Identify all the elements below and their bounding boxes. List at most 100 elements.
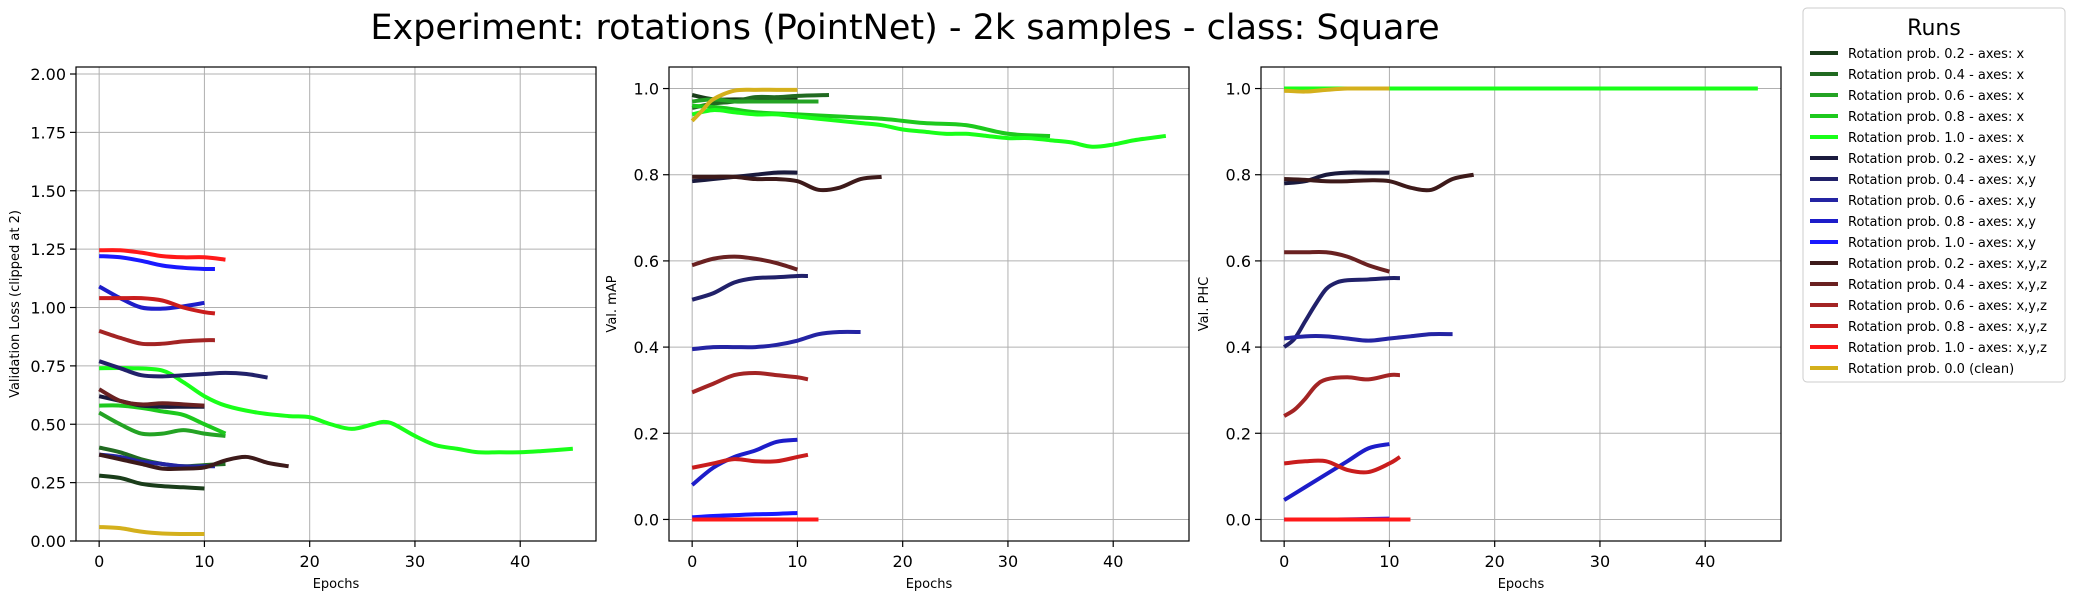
legend-entry-rotation-prob-1-0-axes-x-y-z: Rotation prob. 1.0 - axes: x,y,z [1848, 341, 2047, 356]
legend-entry-rotation-prob-0-8-axes-x-y-z: Rotation prob. 0.8 - axes: x,y,z [1848, 320, 2047, 335]
x-tick-label: 20 [1485, 552, 1505, 571]
y-tick-label: 1.25 [30, 240, 66, 259]
series-line-rotation-prob-0-4-axes-x-y [691, 273, 808, 302]
y-tick-label: 2.00 [30, 65, 66, 84]
series-line-rotation-prob-0-4-axes-x [691, 93, 830, 110]
series-line-rotation-prob-0-4-axes-x-y-z [691, 254, 799, 272]
series-line-rotation-prob-0-6-axes-x-y [98, 452, 215, 469]
subplot-phc: 0 10 20 30 40 0.0 0.2 0.4 0.6 0.8 1.0 Epochs Val. PH… [1197, 66, 1782, 592]
legend-entry-rotation-prob-0-4-axes-x-y: Rotation prob. 0.4 - axes: x,y [1848, 173, 2036, 188]
subplot-loss: 0 10 20 30 40 0.00 0.25 0.50 0.75 1.00 1.25 1.50 1.7… [8, 65, 597, 592]
legend-entry-rotation-prob-0-4-axes-x: Rotation prob. 0.4 - axes: x [1848, 68, 2024, 83]
legend-entry-rotation-prob-1-0-axes-x: Rotation prob. 1.0 - axes: x [1848, 131, 2024, 146]
legend-box [1802, 7, 2066, 383]
series-line-rotation-prob-0-6-axes-x-y [691, 329, 861, 352]
series-line-rotation-prob-0-8-axes-x-y-z [691, 452, 809, 470]
series-line-rotation-prob-0-2-axes-x-y-z [1284, 172, 1475, 193]
axes-frame [1260, 66, 1782, 542]
y-tick-label: 0.4 [1226, 338, 1251, 357]
legend-entry-rotation-prob-0-8-axes-x-y: Rotation prob. 0.8 - axes: x,y [1848, 215, 2036, 230]
series-line-rotation-prob-1-0-axes-x [99, 366, 573, 455]
series-line-rotation-prob-0-6-axes-x [98, 410, 226, 438]
series-line-rotation-prob-0-0-clean [1284, 86, 1390, 94]
y-tick-label: 0.0 [1226, 510, 1251, 529]
series-line-rotation-prob-0-8-axes-x-y [1283, 442, 1390, 502]
y-tick-label: 0.25 [30, 474, 66, 493]
y-axis-label: Val. PHC [1197, 277, 1212, 331]
series-line-rotation-prob-0-8-axes-x [692, 103, 1051, 138]
y-tick-label: 0.50 [30, 415, 66, 434]
x-tick-label: 30 [1590, 552, 1610, 571]
legend-entry-rotation-prob-0-2-axes-x: Rotation prob. 0.2 - axes: x [1848, 47, 2024, 62]
series-line-rotation-prob-0-0-clean [99, 524, 205, 537]
series-line-rotation-prob-0-8-axes-x-y-z [1283, 455, 1402, 475]
series-line-rotation-prob-0-6-axes-x-y-z [1283, 372, 1401, 418]
x-tick-label: 20 [893, 552, 913, 571]
x-tick-label: 10 [1379, 552, 1399, 571]
legend: Runs Rotation prob. 0.2 - axes: x Rotation… [1802, 7, 2066, 383]
x-tick-label: 0 [94, 552, 104, 571]
x-tick-label: 30 [405, 552, 425, 571]
y-tick-label: 0.2 [634, 424, 659, 443]
y-tick-label: 0.8 [634, 166, 659, 185]
y-tick-label: 0.8 [1226, 166, 1251, 185]
legend-entry-rotation-prob-0-2-axes-x-y-z: Rotation prob. 0.2 - axes: x,y,z [1848, 257, 2047, 272]
legend-title: Runs [1907, 16, 1961, 41]
y-tick-label: 0.0 [634, 510, 659, 529]
x-tick-label: 40 [510, 552, 530, 571]
series-line-rotation-prob-0-6-axes-x-y-z [691, 370, 809, 395]
y-axis-label: Validation Loss (clipped at 2) [8, 210, 23, 398]
series-line-rotation-prob-1-0-axes-x-y-z [99, 248, 226, 262]
y-tick-label: 1.50 [30, 182, 66, 201]
x-tick-label: 20 [300, 552, 320, 571]
y-tick-label: 0.75 [30, 357, 66, 376]
y-tick-label: 1.0 [634, 80, 659, 99]
x-tick-label: 30 [998, 552, 1018, 571]
series-line-rotation-prob-0-2-axes-x [98, 473, 205, 491]
series-line-rotation-prob-0-2-axes-x-y-z [692, 174, 882, 193]
x-axis-label: Epochs [1498, 577, 1545, 592]
x-tick-label: 10 [787, 552, 807, 571]
x-tick-label: 10 [194, 552, 214, 571]
axes-frame [75, 66, 597, 542]
series-line-rotation-prob-0-6-axes-x-y [1283, 332, 1453, 343]
legend-entry-rotation-prob-0-6-axes-x-y: Rotation prob. 0.6 - axes: x,y [1848, 194, 2036, 209]
series-line-rotation-prob-1-0-axes-x [691, 108, 1167, 149]
series-line-rotation-prob-0-8-axes-x-y-z [99, 295, 216, 316]
series-line-rotation-prob-0-0-clean [690, 87, 798, 123]
y-tick-label: 1.0 [1226, 80, 1251, 99]
series-line-rotation-prob-1-0-axes-x-y [692, 510, 798, 520]
legend-entry-rotation-prob-0-0-clean: Rotation prob. 0.0 (clean) [1848, 362, 2014, 377]
y-tick-label: 1.75 [30, 123, 66, 142]
series-line-rotation-prob-0-6-axes-x-y-z [98, 328, 215, 347]
series-line-rotation-prob-0-4-axes-x-y [98, 359, 268, 380]
y-axis-label: Val. mAP [605, 275, 620, 332]
legend-entry-rotation-prob-0-2-axes-x-y: Rotation prob. 0.2 - axes: x,y [1848, 152, 2036, 167]
series-line-rotation-prob-0-4-axes-x-y-z [98, 387, 205, 408]
series-line-rotation-prob-0-8-axes-x-y [690, 437, 798, 487]
y-tick-label: 0.6 [1226, 252, 1251, 271]
x-tick-label: 40 [1695, 552, 1715, 571]
series-group [98, 248, 573, 537]
x-tick-label: 40 [1103, 552, 1123, 571]
legend-entry-rotation-prob-1-0-axes-x-y: Rotation prob. 1.0 - axes: x,y [1848, 236, 2036, 251]
legend-entry-rotation-prob-0-6-axes-x: Rotation prob. 0.6 - axes: x [1848, 89, 2024, 104]
subplot-map: 0 10 20 30 40 0.0 0.2 0.4 0.6 0.8 1.0 Epochs Val. mA… [605, 66, 1190, 592]
y-tick-label: 1.00 [30, 299, 66, 318]
series-group [690, 87, 1167, 522]
y-tick-label: 0.00 [30, 532, 66, 551]
x-tick-label: 0 [1279, 552, 1289, 571]
x-axis-label: Epochs [313, 577, 360, 592]
legend-entry-rotation-prob-0-6-axes-x-y-z: Rotation prob. 0.6 - axes: x,y,z [1848, 299, 2047, 314]
figure-title: Experiment: rotations (PointNet) - 2k sa… [370, 8, 1440, 48]
series-line-rotation-prob-0-2-axes-x-y-z [98, 452, 289, 472]
legend-entry-rotation-prob-0-8-axes-x: Rotation prob. 0.8 - axes: x [1848, 110, 2024, 125]
series-line-rotation-prob-0-2-axes-x-y [691, 170, 798, 184]
series-line-rotation-prob-0-4-axes-x-y [1282, 276, 1400, 349]
series-line-rotation-prob-1-0-axes-x-y [99, 254, 215, 272]
x-tick-label: 0 [687, 552, 697, 571]
series-line-rotation-prob-0-4-axes-x-y-z [1284, 249, 1391, 274]
series-line-rotation-prob-0-8-axes-x [99, 403, 227, 436]
